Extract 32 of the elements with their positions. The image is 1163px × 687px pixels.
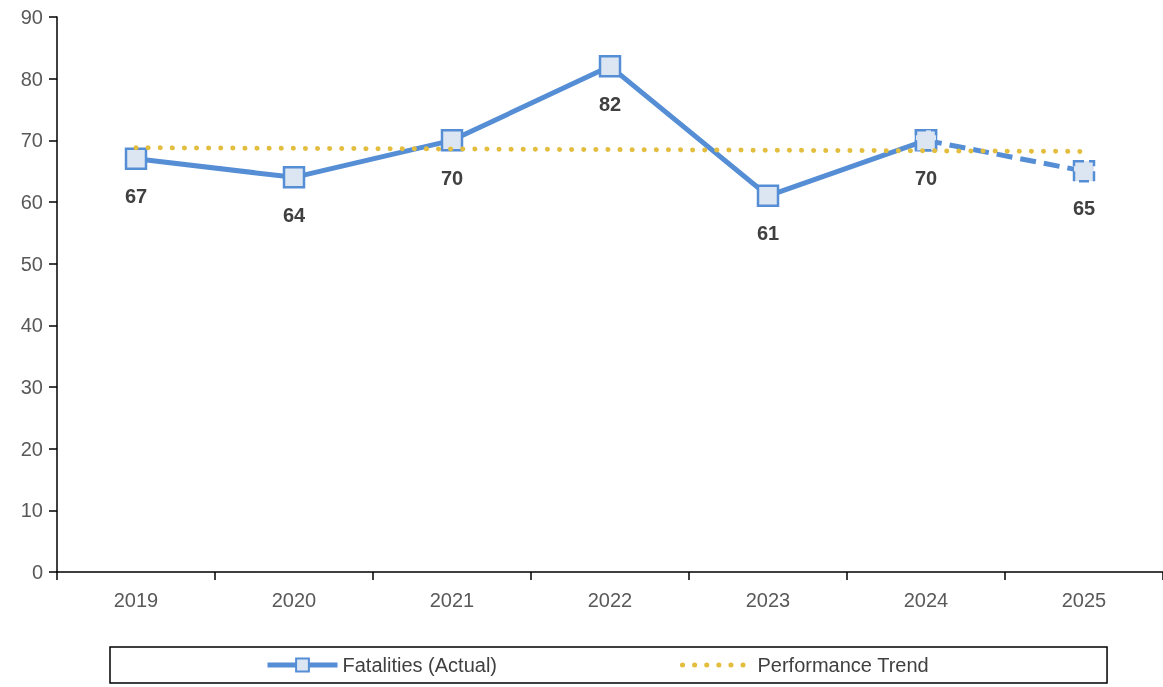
point (598, 55, 622, 78)
y-tick-label: 90 (20, 6, 43, 28)
y-tick-label: 30 (20, 376, 43, 398)
x-tick-label: 2024 (903, 589, 949, 611)
data-label: 67 (124, 185, 148, 208)
point (440, 129, 464, 152)
point (756, 184, 780, 208)
data-label: 64 (282, 203, 306, 226)
y-tick-label: 70 (20, 129, 43, 152)
data-label: 70 (440, 166, 464, 189)
legend-label: Performance Trend (757, 654, 929, 676)
data-label: 70 (914, 166, 938, 189)
x-tick-label: 2020 (271, 589, 317, 611)
y-tick-label: 60 (20, 191, 43, 213)
y-tick-label: 50 (20, 252, 43, 275)
x-tick-label: 2025 (1061, 589, 1107, 611)
x-tick-label: 2023 (745, 589, 791, 611)
x-tick-label: 2022 (587, 589, 633, 611)
x-tick-label: 2019 (113, 589, 159, 611)
y-tick-label: 40 (20, 314, 43, 337)
data-label: 65 (1072, 197, 1096, 220)
point (124, 147, 148, 171)
y-tick-label: 0 (31, 561, 43, 583)
y-tick-label: 10 (20, 499, 43, 522)
point (1072, 159, 1096, 183)
data-label: 61 (756, 222, 780, 245)
y-tick-label: 20 (20, 437, 43, 460)
legend-label: Fatalities (Actual) (342, 654, 497, 676)
point (282, 166, 306, 189)
x-tick-label: 2021 (429, 589, 475, 611)
data-label: 82 (598, 92, 622, 115)
y-tick-label: 80 (20, 67, 43, 90)
